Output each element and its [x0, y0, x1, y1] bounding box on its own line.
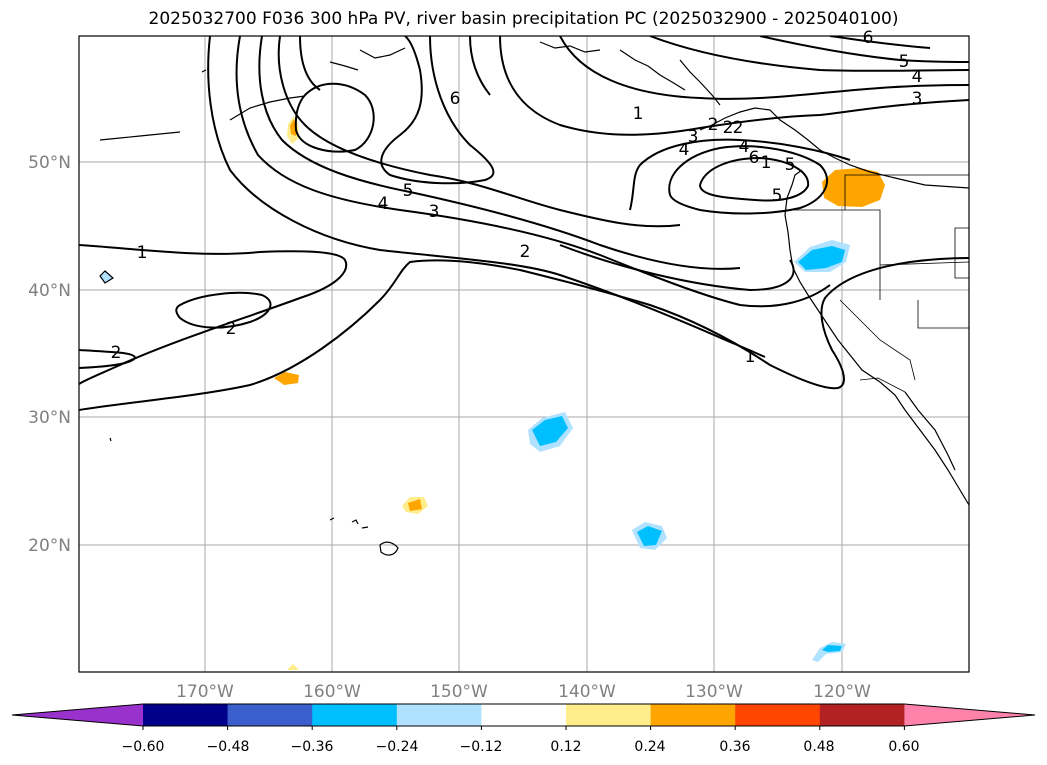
contour-label: 2: [520, 242, 531, 262]
contour-label: 6: [450, 89, 461, 109]
lon-label: 160°W: [303, 682, 361, 702]
colorbar-segment: [819, 704, 905, 726]
colorbar-segment: [143, 704, 229, 726]
shade-negative: [822, 645, 842, 652]
shade-negative: [637, 526, 662, 546]
colorbar-segment: [227, 704, 313, 726]
colorbar-ticks: −0.60 −0.48 −0.36 −0.24 −0.12 0.12 0.24 …: [122, 739, 920, 755]
shade-negative: [532, 416, 568, 446]
contour-label: 4: [739, 137, 750, 157]
colorbar-segment: [566, 704, 652, 726]
colorbar-tick-label: −0.60: [122, 739, 165, 755]
contour-label: 4: [679, 140, 690, 160]
lon-label: 170°W: [176, 682, 234, 702]
shade-positive: [274, 372, 299, 385]
shade-positive: [408, 499, 422, 511]
graticule: [79, 36, 969, 672]
contour-label: 1: [633, 104, 644, 124]
contour-label: 3: [429, 202, 440, 222]
contour-label: 2: [733, 118, 744, 138]
colorbar-tick-label: −0.24: [376, 739, 419, 755]
contour-label: 5: [772, 186, 783, 206]
colorbar-tick-label: −0.36: [291, 739, 334, 755]
state-borders: [792, 174, 969, 393]
colorbar-tick-label: 0.12: [550, 739, 581, 755]
colorbar-extend-max: [904, 704, 1035, 726]
contour-label: 5: [899, 52, 910, 72]
colorbar-segment: [481, 704, 567, 726]
shade-positive: [822, 168, 885, 207]
contour-label: 1: [745, 347, 756, 367]
lon-label: 120°W: [813, 682, 871, 702]
colorbar-tick-label: 0.48: [803, 739, 834, 755]
map-title: 2025032700 F036 300 hPa PV, river basin …: [148, 9, 899, 29]
pv-contours: [79, 36, 969, 411]
lat-label: 20°N: [28, 536, 71, 556]
contour-label: 2: [111, 343, 122, 363]
colorbar-tick-label: −0.12: [460, 739, 503, 755]
contour-label: 3: [688, 127, 699, 147]
map-frame: [78, 35, 970, 673]
colorbar-segment: [396, 704, 482, 726]
contour-label: 5: [785, 155, 796, 175]
contour-label: 4: [378, 194, 389, 214]
shade-negative: [798, 246, 845, 270]
contour-label: 3: [912, 89, 923, 109]
shade-positive: [287, 664, 299, 670]
contour-label: 1: [761, 153, 772, 173]
map-area: [79, 36, 969, 672]
lon-label: 130°W: [685, 682, 743, 702]
colorbar-tick-label: 0.24: [634, 739, 665, 755]
colorbar-segment: [650, 704, 736, 726]
colorbar-segment: [312, 704, 398, 726]
lat-label: 30°N: [28, 408, 71, 428]
lat-label: 50°N: [28, 153, 71, 173]
lon-label: 150°W: [430, 682, 488, 702]
colorbar-tick-label: 0.36: [719, 739, 750, 755]
contour-label: 1: [137, 243, 148, 263]
colorbar-segment: [735, 704, 821, 726]
contour-label: 2: [708, 115, 719, 135]
lon-labels: 170°W 160°W 150°W 140°W 130°W 120°W: [176, 682, 871, 702]
contour-label: 6: [863, 28, 874, 48]
lat-labels: 50°N 40°N 30°N 20°N: [28, 153, 71, 556]
contour-label: 6: [749, 148, 760, 168]
contour-label: 5: [403, 181, 414, 201]
colorbar-tick-label: −0.48: [207, 739, 250, 755]
lon-label: 140°W: [558, 682, 616, 702]
colorbar: [11, 703, 1036, 730]
colorbar-extend-min: [12, 704, 143, 726]
contour-label: 2: [723, 118, 734, 138]
contour-label: 2: [226, 319, 237, 339]
lat-label: 40°N: [28, 281, 71, 301]
contour-labels: 1 2 4 5 3 6 2 1 2 2 5 4 3 1 2 4 5 6 1 2 …: [111, 28, 923, 367]
colorbar-tick-label: 0.60: [888, 739, 919, 755]
contour-label: 4: [912, 67, 923, 87]
